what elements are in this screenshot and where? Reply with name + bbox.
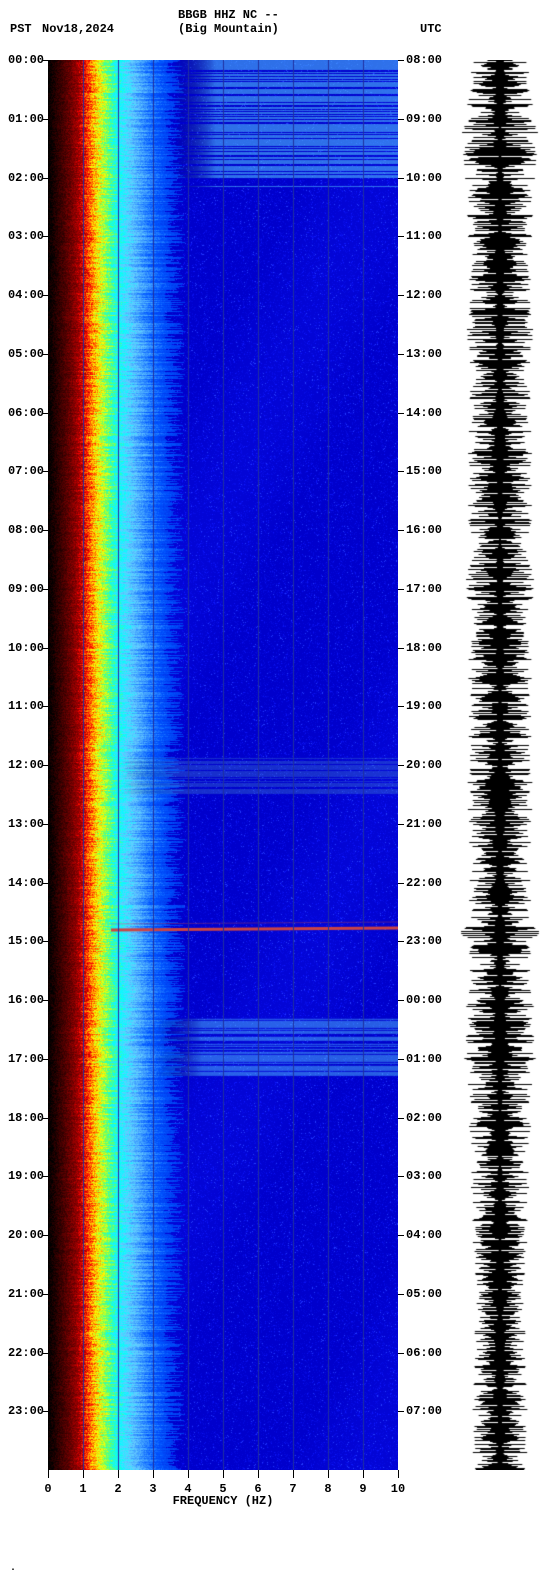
station-line2: (Big Mountain) bbox=[178, 22, 279, 36]
y-right-label: 17:00 bbox=[406, 582, 442, 596]
y-right-label: 00:00 bbox=[406, 993, 442, 1007]
y-right-label: 12:00 bbox=[406, 288, 442, 302]
y-left-label: 00:00 bbox=[8, 53, 44, 67]
y-left-label: 04:00 bbox=[8, 288, 44, 302]
y-axis-right: 08:0009:0010:0011:0012:0013:0014:0015:00… bbox=[398, 60, 450, 1470]
x-tick-label: 2 bbox=[114, 1482, 121, 1496]
y-right-label: 03:00 bbox=[406, 1169, 442, 1183]
x-axis-title: FREQUENCY (HZ) bbox=[173, 1494, 274, 1508]
waveform-plot bbox=[456, 60, 544, 1470]
y-axis-left: 00:0001:0002:0003:0004:0005:0006:0007:00… bbox=[0, 60, 48, 1470]
x-tick-label: 3 bbox=[149, 1482, 156, 1496]
x-tick-label: 5 bbox=[219, 1482, 226, 1496]
y-left-label: 23:00 bbox=[8, 1404, 44, 1418]
y-right-label: 16:00 bbox=[406, 523, 442, 537]
y-left-label: 15:00 bbox=[8, 934, 44, 948]
station-line1: BBGB HHZ NC -- bbox=[178, 8, 279, 22]
x-tick-label: 6 bbox=[254, 1482, 261, 1496]
y-right-label: 07:00 bbox=[406, 1404, 442, 1418]
spectrogram-canvas bbox=[48, 60, 398, 1470]
chart-header: PST Nov18,2024 BBGB HHZ NC -- (Big Mount… bbox=[0, 0, 552, 50]
y-right-label: 11:00 bbox=[406, 229, 442, 243]
y-left-label: 07:00 bbox=[8, 464, 44, 478]
y-left-label: 16:00 bbox=[8, 993, 44, 1007]
y-right-label: 20:00 bbox=[406, 758, 442, 772]
spectrogram-plot bbox=[48, 60, 398, 1470]
y-right-label: 18:00 bbox=[406, 641, 442, 655]
waveform-canvas bbox=[456, 60, 544, 1470]
y-left-label: 12:00 bbox=[8, 758, 44, 772]
y-left-label: 02:00 bbox=[8, 171, 44, 185]
y-left-label: 10:00 bbox=[8, 641, 44, 655]
x-tick-label: 1 bbox=[79, 1482, 86, 1496]
y-left-label: 20:00 bbox=[8, 1228, 44, 1242]
y-right-label: 22:00 bbox=[406, 876, 442, 890]
x-tick-label: 7 bbox=[289, 1482, 296, 1496]
y-right-label: 04:00 bbox=[406, 1228, 442, 1242]
y-right-label: 01:00 bbox=[406, 1052, 442, 1066]
y-left-label: 13:00 bbox=[8, 817, 44, 831]
footer-mark: . bbox=[10, 1563, 16, 1574]
left-tz-label: PST bbox=[10, 22, 32, 36]
y-left-label: 06:00 bbox=[8, 406, 44, 420]
x-tick-label: 4 bbox=[184, 1482, 191, 1496]
y-left-label: 22:00 bbox=[8, 1346, 44, 1360]
x-axis: FREQUENCY (HZ) 012345678910 bbox=[48, 1470, 398, 1510]
y-left-label: 01:00 bbox=[8, 112, 44, 126]
y-left-label: 05:00 bbox=[8, 347, 44, 361]
y-right-label: 09:00 bbox=[406, 112, 442, 126]
x-tick-label: 9 bbox=[359, 1482, 366, 1496]
y-left-label: 03:00 bbox=[8, 229, 44, 243]
y-right-label: 15:00 bbox=[406, 464, 442, 478]
y-right-label: 13:00 bbox=[406, 347, 442, 361]
date-label: Nov18,2024 bbox=[42, 22, 114, 36]
y-right-label: 02:00 bbox=[406, 1111, 442, 1125]
y-left-label: 17:00 bbox=[8, 1052, 44, 1066]
y-left-label: 09:00 bbox=[8, 582, 44, 596]
y-right-label: 05:00 bbox=[406, 1287, 442, 1301]
y-right-label: 23:00 bbox=[406, 934, 442, 948]
y-left-label: 19:00 bbox=[8, 1169, 44, 1183]
right-tz-label: UTC bbox=[420, 22, 442, 36]
y-right-label: 10:00 bbox=[406, 171, 442, 185]
y-left-label: 21:00 bbox=[8, 1287, 44, 1301]
y-left-label: 18:00 bbox=[8, 1111, 44, 1125]
y-left-label: 14:00 bbox=[8, 876, 44, 890]
y-left-label: 08:00 bbox=[8, 523, 44, 537]
y-right-label: 06:00 bbox=[406, 1346, 442, 1360]
y-right-label: 21:00 bbox=[406, 817, 442, 831]
x-tick-label: 8 bbox=[324, 1482, 331, 1496]
y-right-label: 14:00 bbox=[406, 406, 442, 420]
y-left-label: 11:00 bbox=[8, 699, 44, 713]
y-right-label: 19:00 bbox=[406, 699, 442, 713]
x-tick-label: 10 bbox=[391, 1482, 405, 1496]
x-tick-label: 0 bbox=[44, 1482, 51, 1496]
y-right-label: 08:00 bbox=[406, 53, 442, 67]
